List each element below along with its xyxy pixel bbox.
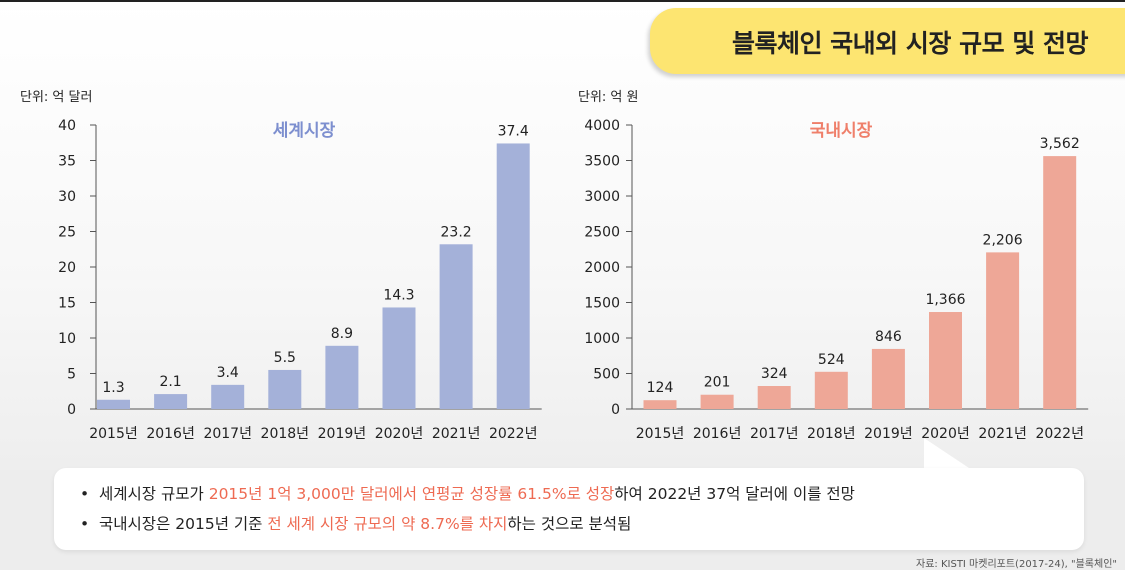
unit-label: 단위: 억 원 xyxy=(578,90,639,105)
note-text: 세계시장 규모가 xyxy=(99,485,209,503)
bar xyxy=(496,143,530,409)
bar xyxy=(268,369,302,409)
x-tick-label: 2019년 xyxy=(318,426,367,442)
y-tick-label: 0 xyxy=(611,402,620,418)
bar xyxy=(97,399,130,409)
bullet: • xyxy=(80,485,90,503)
data-label: 2,206 xyxy=(983,232,1023,248)
note-text: 하여 2022년 37억 달러에 이를 전망 xyxy=(614,485,855,503)
x-tick-label: 2020년 xyxy=(921,426,970,442)
bar xyxy=(439,244,473,409)
page-title: 블록체인 국내외 시장 규모 및 전망 xyxy=(731,29,1089,58)
bar xyxy=(929,312,962,409)
note-text: 하는 것으로 분석됨 xyxy=(507,515,632,533)
x-tick-label: 2021년 xyxy=(978,426,1027,442)
y-tick-label: 2000 xyxy=(584,260,620,276)
data-label: 23.2 xyxy=(441,224,472,240)
bar xyxy=(986,252,1020,409)
x-tick-label: 2022년 xyxy=(1035,426,1084,442)
x-tick-label: 2016년 xyxy=(693,426,742,442)
data-label: 3,562 xyxy=(1040,136,1080,152)
summary-note-2: • 국내시장은 2015년 기준 전 세계 시장 규모의 약 8.7%를 차지하… xyxy=(80,512,631,534)
data-label: 3.4 xyxy=(217,365,239,381)
x-tick-label: 2019년 xyxy=(864,426,913,442)
x-tick-label: 2015년 xyxy=(636,426,685,442)
bar xyxy=(757,385,791,409)
title-tab: 블록체인 국내외 시장 규모 및 전망 xyxy=(650,8,1125,74)
bullet: • xyxy=(80,515,90,533)
y-tick-label: 500 xyxy=(593,367,620,383)
source-note: 자료: KISTI 마켓리포트(2017-24), "블록체인" xyxy=(916,559,1117,570)
bar xyxy=(325,345,359,409)
chart-title: 세계시장 xyxy=(273,121,336,141)
data-label: 1,366 xyxy=(925,292,965,308)
summary-note-1: • 세계시장 규모가 2015년 1억 3,000만 달러에서 연평균 성장률 … xyxy=(80,482,855,504)
x-tick-label: 2018년 xyxy=(807,426,856,442)
data-label: 201 xyxy=(704,375,731,391)
y-tick-label: 3000 xyxy=(584,189,620,205)
y-tick-label: 15 xyxy=(58,296,76,312)
x-tick-label: 2016년 xyxy=(146,426,195,442)
y-tick-label: 40 xyxy=(58,118,76,134)
data-label: 846 xyxy=(875,329,902,345)
x-tick-label: 2022년 xyxy=(489,426,538,442)
data-label: 324 xyxy=(761,366,788,382)
y-tick-label: 20 xyxy=(58,260,76,276)
y-tick-label: 2500 xyxy=(584,225,620,241)
y-tick-label: 30 xyxy=(58,189,76,205)
unit-label: 단위: 억 달러 xyxy=(20,90,92,105)
x-tick-label: 2017년 xyxy=(750,426,799,442)
data-label: 1.3 xyxy=(102,380,124,396)
bar xyxy=(814,371,848,409)
x-tick-label: 2021년 xyxy=(432,426,481,442)
bar xyxy=(871,348,905,409)
chart-title: 국내시장 xyxy=(810,121,873,141)
bar xyxy=(382,307,416,409)
data-label: 5.5 xyxy=(274,350,296,366)
x-tick-label: 2020년 xyxy=(375,426,424,442)
top-border xyxy=(0,0,1125,2)
bar xyxy=(700,394,734,409)
x-tick-label: 2015년 xyxy=(89,426,138,442)
note-highlight: 2015년 1억 3,000만 달러에서 연평균 성장률 61.5%로 성장 xyxy=(208,485,615,503)
x-tick-label: 2017년 xyxy=(203,426,252,442)
bar xyxy=(211,384,245,409)
y-tick-label: 0 xyxy=(67,402,76,418)
y-tick-label: 1500 xyxy=(584,296,620,312)
data-label: 524 xyxy=(818,352,845,368)
x-tick-label: 2018년 xyxy=(261,426,310,442)
bar xyxy=(643,400,677,409)
data-label: 14.3 xyxy=(383,287,414,303)
data-label: 8.9 xyxy=(331,326,353,342)
y-tick-label: 10 xyxy=(58,331,76,347)
y-tick-label: 5 xyxy=(67,367,76,383)
y-tick-label: 25 xyxy=(58,225,76,241)
y-tick-label: 1000 xyxy=(584,331,620,347)
y-tick-label: 35 xyxy=(58,154,76,170)
note-text: 국내시장은 2015년 기준 xyxy=(99,515,268,533)
bar xyxy=(1043,156,1077,409)
y-tick-label: 3500 xyxy=(584,154,620,170)
data-label: 2.1 xyxy=(159,374,181,390)
note-highlight: 전 세계 시장 규모의 약 8.7%를 차지 xyxy=(267,515,508,533)
bar xyxy=(154,394,188,409)
data-label: 124 xyxy=(647,380,674,396)
summary-box: • 세계시장 규모가 2015년 1억 3,000만 달러에서 연평균 성장률 … xyxy=(54,468,1084,550)
data-label: 37.4 xyxy=(498,123,529,139)
y-tick-label: 4000 xyxy=(584,118,620,134)
